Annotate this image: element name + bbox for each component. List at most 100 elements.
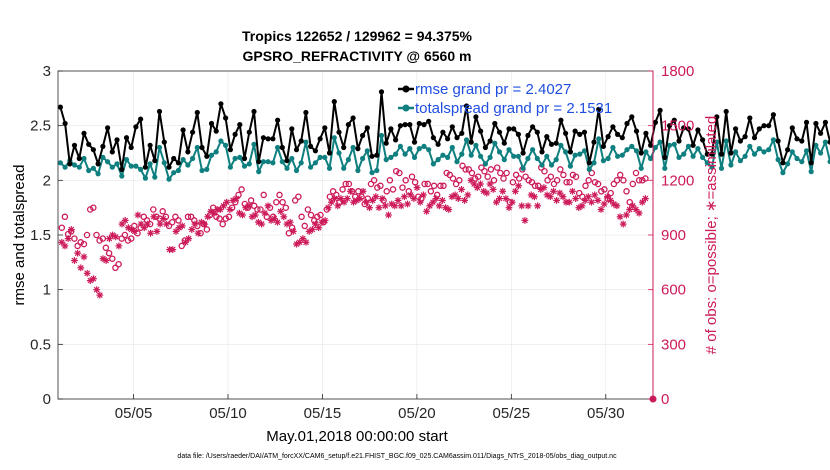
obs-assimilated-marker: [296, 238, 304, 246]
y-axis-label: rmse and totalspread: [11, 165, 28, 306]
rmse-point: [501, 140, 507, 146]
obs-possible-marker: [547, 173, 555, 180]
totalspread-point: [152, 174, 158, 180]
rmse-point: [416, 120, 422, 127]
rmse-point: [317, 136, 323, 142]
rmse-point: [572, 128, 578, 134]
obs-possible-marker: [411, 178, 419, 186]
totalspread-point: [298, 160, 304, 166]
rmse-point: [761, 123, 767, 129]
obs-possible-marker: [90, 204, 97, 211]
rmse-point: [378, 89, 385, 95]
obs-assimilated-marker: [540, 184, 548, 191]
obs-possible-marker: [528, 178, 536, 186]
obs-possible-marker: [279, 198, 286, 206]
obs-possible-marker: [260, 191, 267, 199]
rmse-point: [326, 150, 333, 156]
obs-possible-marker: [623, 188, 630, 195]
rmse-point: [331, 99, 337, 105]
totalspread-point: [600, 158, 607, 164]
totalspread-point: [76, 164, 82, 170]
obs-possible-marker: [468, 169, 476, 177]
rmse-point: [95, 161, 101, 167]
obs-assimilated-marker: [359, 187, 367, 195]
obs-possible-marker: [563, 178, 570, 186]
obs-possible-marker: [484, 173, 491, 180]
totalspread-point: [445, 154, 451, 160]
rmse-point: [681, 125, 687, 131]
obs-possible-marker: [127, 235, 135, 242]
obs-possible-marker: [131, 222, 138, 230]
totalspread-point: [530, 147, 536, 153]
rmse-point: [487, 138, 493, 144]
rmse-point: [803, 119, 810, 125]
obs-possible-marker: [616, 171, 624, 179]
obs-possible-marker: [515, 175, 523, 182]
totalspread-point: [662, 165, 668, 171]
obs-possible-marker: [235, 191, 242, 199]
obs-possible-marker: [594, 180, 602, 188]
totalspread-point: [71, 162, 78, 168]
obs-assimilated-marker: [64, 235, 72, 242]
rmse-point: [619, 135, 625, 141]
totalspread-point: [81, 155, 87, 162]
totalspread-point: [501, 157, 507, 163]
totalspread-point: [411, 154, 418, 160]
y-axis-right-label: # of obs: o=possible; ∗=assimilated: [703, 116, 720, 355]
totalspread-point: [374, 167, 380, 174]
rmse-point: [648, 142, 654, 148]
obs-assimilated-marker: [391, 202, 399, 210]
rmse-point: [128, 144, 134, 151]
obs-possible-marker: [490, 177, 498, 184]
rmse-point: [515, 131, 522, 137]
rmse-point: [459, 130, 465, 136]
obs-assimilated-marker: [223, 198, 231, 206]
legend: rmse grand pr = 2.4027 totalspread grand…: [398, 81, 612, 117]
rmse-point: [227, 147, 233, 153]
rmse-point: [298, 138, 304, 144]
obs-assimilated-marker: [486, 180, 494, 188]
totalspread-point: [492, 140, 498, 146]
totalspread-point: [704, 160, 710, 166]
obs-assimilated-marker: [258, 220, 265, 228]
obs-assimilated-marker: [512, 187, 519, 195]
obs-assimilated-marker: [432, 195, 440, 202]
obs-assimilated-marker: [397, 202, 405, 210]
obs-possible-marker: [317, 211, 324, 219]
totalspread-point: [633, 148, 640, 154]
totalspread-point: [742, 153, 748, 159]
rmse-point: [90, 147, 96, 153]
totalspread-point: [175, 167, 181, 174]
obs-possible-marker: [588, 169, 596, 177]
totalspread-point: [728, 162, 734, 168]
obs-possible-marker: [298, 213, 305, 221]
totalspread-point: [577, 151, 583, 157]
totalspread-point: [303, 139, 309, 145]
obs-assimilated-marker: [413, 184, 421, 191]
rmse-point: [690, 142, 696, 148]
totalspread-point: [785, 161, 791, 167]
obs-assimilated-marker: [150, 213, 158, 221]
totalspread-point: [737, 158, 744, 164]
obs-assimilated-marker: [375, 204, 383, 212]
obs-possible-marker: [345, 180, 353, 188]
y-tick-label: 1: [43, 282, 51, 299]
totalspread-point: [657, 139, 663, 145]
totalspread-point: [265, 159, 271, 165]
obs-possible-marker: [307, 211, 315, 219]
y-tick-label: 0: [43, 391, 51, 408]
rmse-point: [506, 126, 512, 132]
y-right-tick-label: 1800: [661, 63, 694, 80]
totalspread-point: [161, 160, 167, 166]
rmse-point: [624, 120, 630, 127]
obs-assimilated-marker: [121, 217, 129, 224]
obs-possible-marker: [140, 213, 148, 221]
obs-assimilated-marker: [324, 204, 332, 212]
rmse-point: [827, 139, 830, 145]
rmse-point: [591, 139, 597, 145]
totalspread-point: [548, 162, 555, 168]
obs-possible-marker: [452, 180, 460, 188]
obs-assimilated-marker: [559, 193, 567, 201]
rmse-point: [208, 120, 215, 127]
